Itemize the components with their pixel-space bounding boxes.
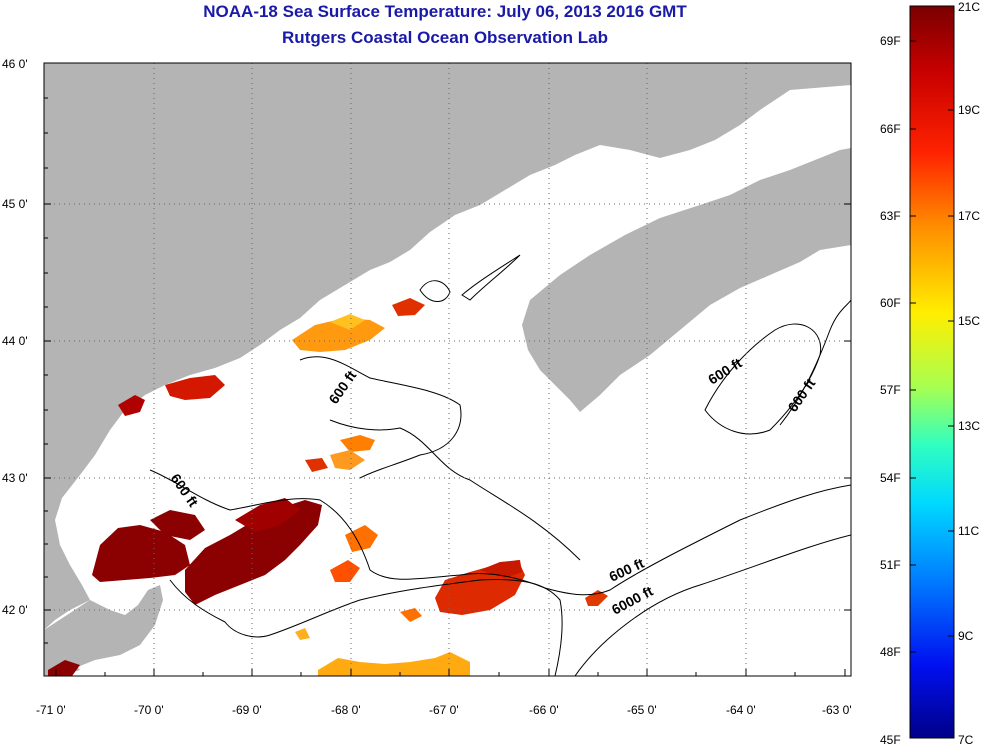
colorbar-f-label: 54F — [880, 471, 901, 485]
lon-label: -67 0' — [429, 703, 459, 717]
colorbar-f-label: 60F — [880, 296, 901, 310]
colorbar-c-label: 21C — [958, 0, 981, 14]
colorbar-c-label: 13C — [958, 419, 981, 433]
map-frame — [43, 62, 852, 677]
colorbar — [909, 5, 955, 739]
colorbar-f-label: 69F — [880, 34, 901, 48]
bay-of-fundy — [505, 152, 800, 305]
colorbar-c-label: 19C — [958, 103, 981, 117]
colorbar-f-label: 66F — [880, 122, 901, 136]
colorbar-f-label: 51F — [880, 558, 901, 572]
lat-label: 44 0' — [2, 334, 28, 348]
lat-label: 42 0' — [2, 603, 28, 617]
lon-label: -65 0' — [627, 703, 657, 717]
map-subtitle: Rutgers Coastal Ocean Observation Lab — [282, 28, 608, 47]
lon-label: -68 0' — [331, 703, 361, 717]
lon-label: -71 0' — [36, 703, 66, 717]
colorbar-f-label: 45F — [880, 733, 901, 747]
land-cape-cod — [44, 585, 163, 676]
map-title: NOAA-18 Sea Surface Temperature: July 06… — [203, 2, 687, 21]
colorbar-c-label: 15C — [958, 314, 981, 328]
colorbar-f-label: 63F — [880, 209, 901, 223]
colorbar-c-label: 17C — [958, 209, 981, 223]
lon-label: -64 0' — [726, 703, 756, 717]
lat-label: 43 0' — [2, 471, 28, 485]
depth-contours — [149, 254, 851, 676]
graticule — [44, 63, 851, 676]
colorbar-ticks — [910, 40, 954, 653]
land-new-england — [44, 63, 851, 630]
colorbar-c-label: 7C — [958, 733, 974, 747]
lon-label: -66 0' — [529, 703, 559, 717]
lon-label: -69 0' — [232, 703, 262, 717]
colorbar-f-label: 48F — [880, 645, 901, 659]
land-nova-scotia — [522, 148, 851, 412]
colorbar-c-label: 9C — [958, 629, 974, 643]
lat-label: 45 0' — [2, 197, 28, 211]
lon-label: -63 0' — [822, 703, 852, 717]
axis-ticks — [44, 62, 851, 676]
colorbar-f-label: 57F — [880, 383, 901, 397]
lat-label: 46 0' — [2, 57, 28, 71]
lon-label: -70 0' — [134, 703, 164, 717]
colorbar-c-label: 11C — [958, 524, 980, 538]
sst-patches — [48, 298, 608, 676]
